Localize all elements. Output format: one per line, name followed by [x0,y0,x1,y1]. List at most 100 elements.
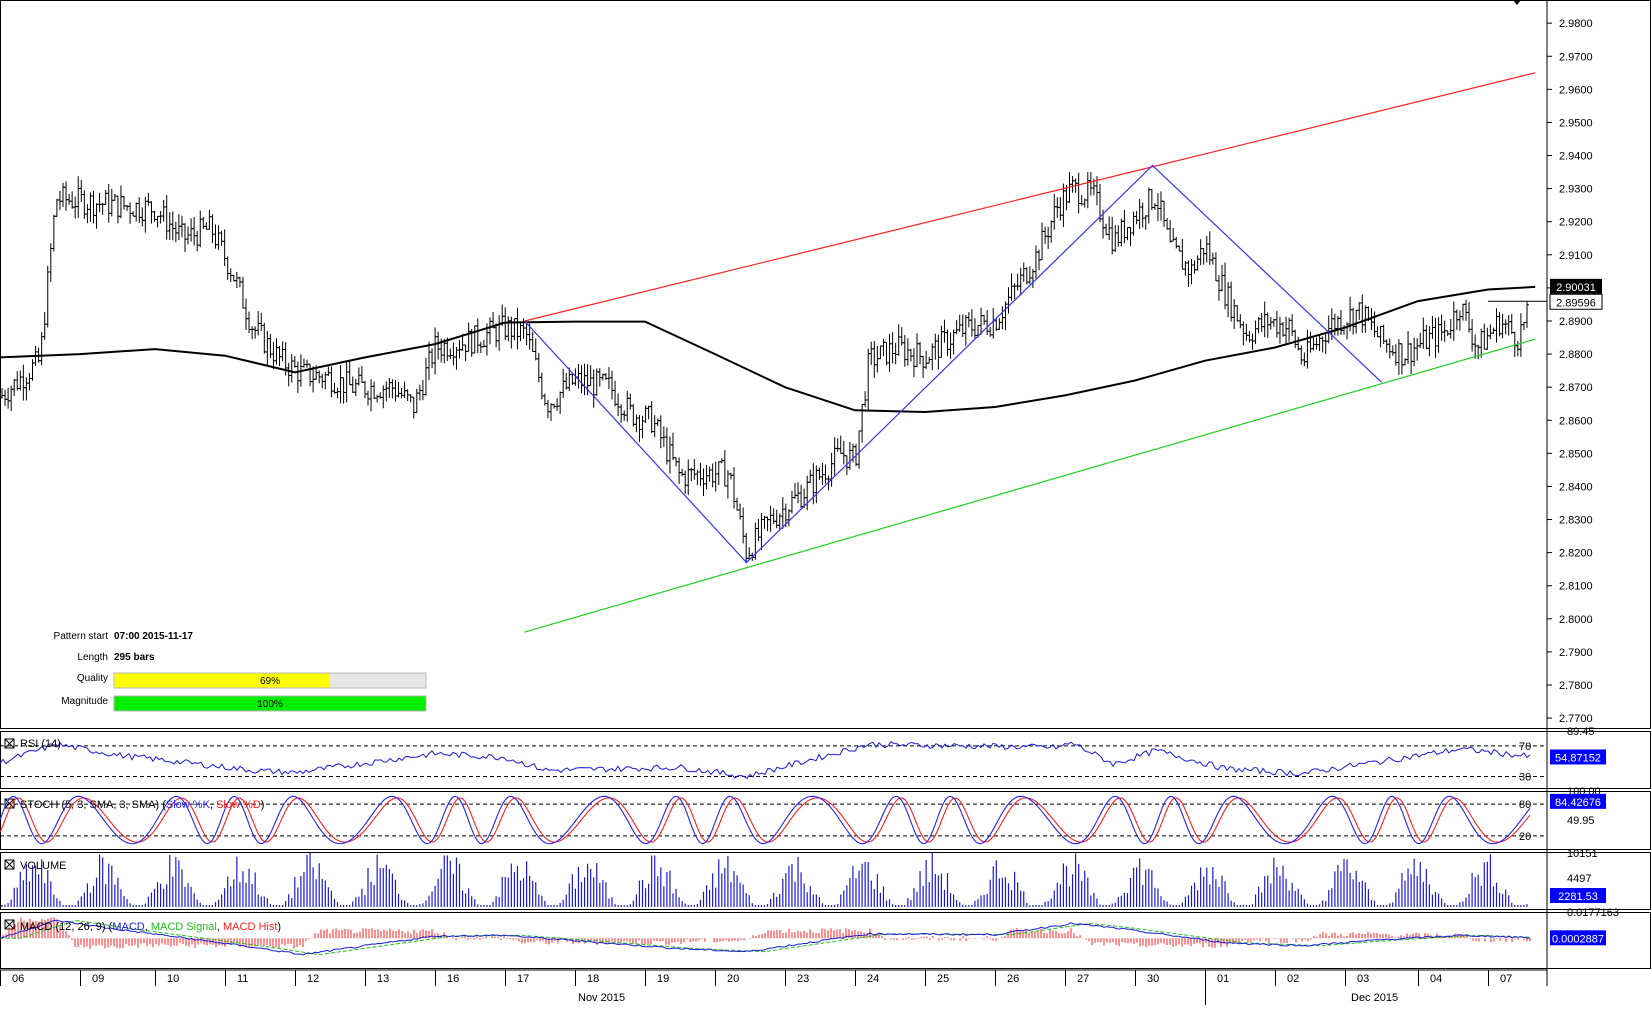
ohlc-bar [1021,262,1026,282]
ohlc-bar [396,381,401,398]
ohlc-bar [1134,210,1139,225]
ohlc-bar [292,355,297,368]
ohlc-bar [1027,266,1032,284]
ohlc-bar [1189,259,1194,285]
y-tick-label: 2.7700 [1559,713,1593,725]
ohlc-bar [808,469,813,484]
ohlc-bar [1229,281,1234,322]
ohlc-bar [982,314,987,325]
macd-value-label: 0.0002887 [1552,933,1604,945]
ohlc-bar [1174,236,1179,249]
ohlc-bar [192,217,197,246]
x-tick-label: 19 [657,973,669,985]
ohlc-bar [393,379,398,402]
y-tick-label: 2.8400 [1559,481,1593,493]
ohlc-bar [1409,343,1414,375]
ohlc-bar [716,461,721,486]
ohlc-bar [1033,245,1038,279]
pattern-info: Pattern start 07:00 2015-11-17 Length 29… [54,631,427,712]
ohlc-bar [1159,191,1163,221]
y-tick-label: 2.8000 [1559,614,1593,626]
ohlc-bar [1497,312,1502,337]
ohlc-bar [1140,202,1145,228]
channel-upper-line [524,72,1536,322]
ohlc-bar [183,223,187,253]
ohlc-bar [1192,260,1197,274]
ohlc-bar [1201,248,1206,265]
ohlc-bar [1488,324,1493,340]
ohlc-bar [1128,227,1133,246]
quality-bar-fill [114,673,330,688]
ohlc-bar [710,463,715,488]
length-value: 295 bars [114,652,155,663]
ohlc-bar [1399,343,1404,375]
pattern-start-value: 07:00 2015-11-17 [114,631,193,642]
ohlc-bar [1448,318,1453,339]
ohlc-bar [1302,352,1307,367]
rsi-legend: RSI (14) [20,738,61,750]
ohlc-bar [969,309,974,337]
ohlc-bar [1418,332,1423,349]
ohlc-bar [735,497,740,511]
ohlc-bar [1113,225,1118,253]
panel-close-icon[interactable] [4,859,15,870]
ohlc-bar [1186,260,1191,287]
ohlc-bar [1043,226,1048,244]
ohlc-bar [820,462,825,485]
ohlc-bar [1406,331,1411,364]
scroll-marker-icon [1513,0,1521,5]
ohlc-bar [173,221,178,243]
ohlc-bar [341,377,346,404]
ohlc-bar [1281,321,1285,337]
x-tick-label: 27 [1077,973,1089,985]
ohlc-bar [1287,317,1292,342]
ohlc-bar [549,403,553,421]
ohlc-bar [67,193,72,205]
ohlc-bar [1070,176,1075,193]
stoch-legend-k: Slow %K [166,799,211,811]
ohlc-bar [375,394,380,403]
ohlc-bar [768,505,773,532]
ohlc-bar [1384,339,1389,353]
y-tick-label: 2.8600 [1559,415,1593,427]
magnitude-label: Magnitude [61,696,108,707]
ohlc-bar [176,214,181,241]
panel-border [0,852,1651,910]
ohlc-bar [436,331,441,360]
panel-close-icon[interactable] [4,738,15,749]
ohlc-bar [262,322,267,354]
ohlc-bar [1305,329,1310,369]
ohlc-bar [957,314,962,332]
x-tick-label: 03 [1357,973,1369,985]
ohlc-bar [1122,209,1127,244]
ohlc-bar [210,214,215,243]
y-tick-label: 2.9200 [1559,217,1593,229]
ohlc-bar [1195,255,1200,271]
ohlc-bar [1049,220,1054,243]
ohlc-bar [466,322,471,352]
y-tick-label: 2.8300 [1559,515,1593,527]
ohlc-bar [793,482,797,499]
ohlc-bar [301,358,306,368]
ohlc-bar [6,387,11,409]
ohlc-bar [832,437,837,476]
ohlc-bar [1479,328,1484,358]
ohlc-bar [1198,239,1203,265]
ohlc-bar [817,467,822,480]
ohlc-bar [399,387,404,399]
ohlc-bar [1314,337,1319,350]
ohlc-bar [942,319,947,343]
panel-frames [0,0,1651,986]
ohlc-bar [1259,312,1264,332]
panel-border [0,731,1651,789]
y-tick-label: 2.9100 [1559,250,1593,262]
ohlc-bar [338,364,343,404]
ohlc-bar [369,379,374,412]
ohlc-bar [915,333,919,368]
ohlc-bar [680,468,685,477]
ohlc-bar [728,472,733,480]
ohlc-bar [1464,299,1468,321]
ohlc-bar [161,199,166,222]
ohlc-bar [924,350,929,370]
ohlc-bar [268,333,273,359]
